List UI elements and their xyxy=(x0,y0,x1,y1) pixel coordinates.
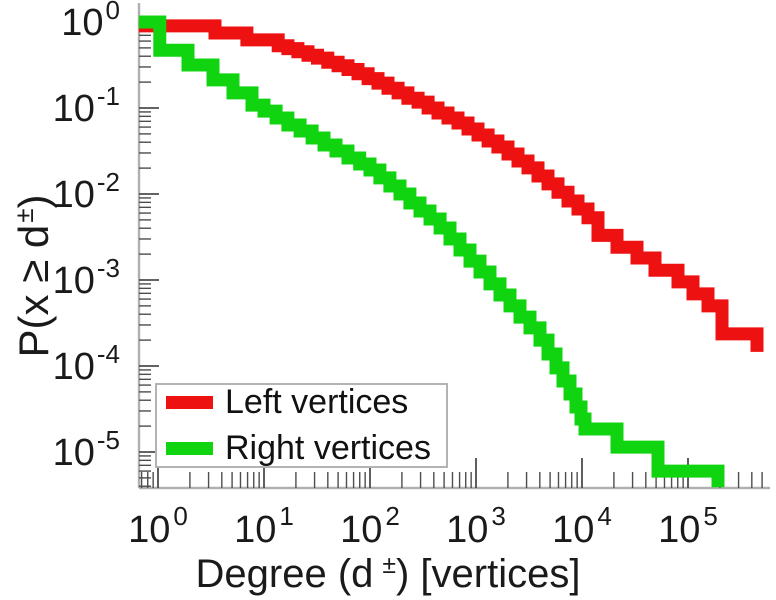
y-tick-label: 10-2 xyxy=(53,167,120,216)
y-axis-label-text: P(x ≥ d xyxy=(10,224,57,358)
legend: Left vertices Right vertices xyxy=(155,383,448,468)
legend-item: Left vertices xyxy=(166,383,446,422)
left-vertices-curve xyxy=(138,19,764,352)
x-tick-label: 10 2 xyxy=(340,501,400,551)
x-axis-label-sup: ± xyxy=(382,551,396,579)
legend-swatch-left-vertices xyxy=(166,396,213,409)
y-axis-label: P(x ≥ d±) xyxy=(9,36,58,516)
x-tick-label: 10 3 xyxy=(446,501,506,551)
y-axis-label-sup: ± xyxy=(9,208,39,223)
legend-label: Left vertices xyxy=(225,383,409,421)
legend-swatch-right-vertices xyxy=(166,442,213,455)
y-axis-label-close: ) xyxy=(10,194,57,209)
legend-label: Right vertices xyxy=(225,429,431,467)
x-axis-label: Degree (d ±) [vertices] xyxy=(0,552,776,597)
y-tick-label: 100 xyxy=(61,0,120,44)
x-tick-label: 10 0 xyxy=(128,501,188,551)
y-tick-label: 10-4 xyxy=(53,339,120,388)
y-tick-label: 10-1 xyxy=(53,81,120,130)
y-tick-label: 10-5 xyxy=(53,425,120,474)
y-tick-label: 10-3 xyxy=(53,253,120,302)
x-tick-label: 10 4 xyxy=(552,501,612,551)
x-tick-label: 10 5 xyxy=(658,501,718,551)
x-tick-label: 10 1 xyxy=(234,501,294,551)
right-vertices-curve xyxy=(138,15,725,488)
legend-item: Right vertices xyxy=(166,429,446,468)
x-axis-label-text: Degree (d xyxy=(195,552,374,596)
x-axis-label-close: ) [vertices] xyxy=(396,552,581,596)
